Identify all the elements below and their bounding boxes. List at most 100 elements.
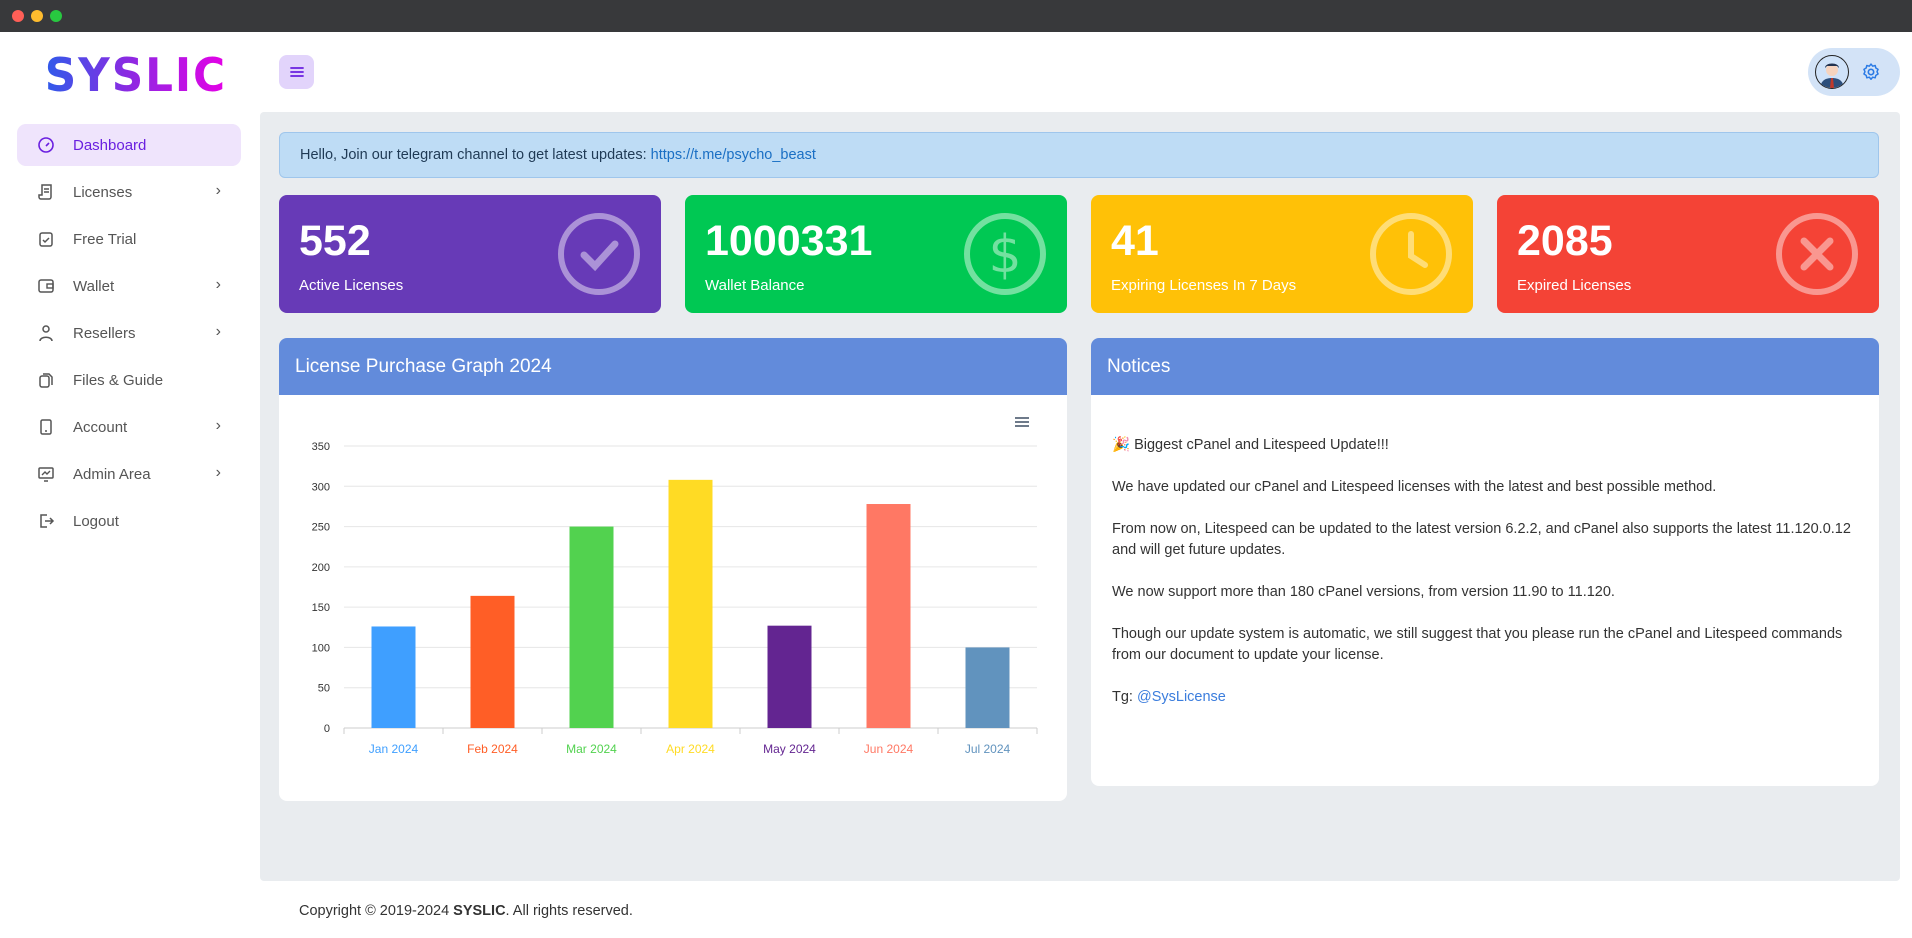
bar-may-2024[interactable] (767, 625, 812, 728)
avatar[interactable] (1815, 55, 1849, 89)
x-circle-icon (1776, 213, 1858, 295)
chevron-right-icon: › (215, 182, 221, 199)
sidebar-item-label: Files & Guide (73, 371, 164, 389)
footer-brand: SYSLIC (453, 903, 506, 919)
y-tick-label: 200 (312, 562, 330, 574)
clipboard-check-icon (37, 230, 55, 248)
sidebar-item-files-guide[interactable]: Files & Guide (17, 359, 241, 401)
maximize-window-button[interactable] (50, 10, 62, 22)
notice-paragraph: Though our update system is automatic, w… (1112, 626, 1843, 663)
minimize-window-button[interactable] (31, 10, 43, 22)
stat-label: Expired Licenses (1517, 277, 1632, 294)
logo[interactable]: SYSLIC (44, 48, 227, 102)
sidebar-item-admin-area[interactable]: Admin Area › (17, 453, 241, 495)
stat-card-wallet-balance[interactable]: 1000331 Wallet Balance $ (685, 195, 1067, 313)
sidebar-item-label: Resellers (73, 324, 136, 342)
x-tick-label: Feb 2024 (467, 742, 518, 756)
bar-feb-2024[interactable] (470, 595, 515, 728)
x-tick-label: Mar 2024 (566, 742, 617, 756)
notices-title: Notices (1091, 338, 1879, 395)
stat-value: 1000331 (705, 217, 873, 265)
telegram-alert: Hello, Join our telegram channel to get … (279, 132, 1879, 178)
sidebar-item-account[interactable]: Account › (17, 406, 241, 448)
scroll-icon (37, 183, 55, 201)
stat-card-expired-licenses[interactable]: 2085 Expired Licenses (1497, 195, 1879, 313)
window-titlebar (0, 0, 1912, 32)
stat-label: Active Licenses (299, 277, 404, 294)
chart-card-title: License Purchase Graph 2024 (279, 338, 1067, 395)
profile-menu[interactable] (1808, 48, 1900, 96)
gear-icon[interactable] (1861, 62, 1881, 82)
stat-label: Expiring Licenses In 7 Days (1111, 277, 1297, 294)
notice-heading: 🎉 Biggest cPanel and Litespeed Update!!! (1112, 437, 1389, 453)
bar-apr-2024[interactable] (668, 479, 713, 728)
notice-paragraph: We have updated our cPanel and Litespeed… (1112, 479, 1717, 495)
files-icon (37, 371, 55, 389)
bar-jan-2024[interactable] (371, 626, 416, 728)
chevron-right-icon: › (215, 464, 221, 481)
sidebar-item-label: Free Trial (73, 230, 137, 248)
alert-text: Hello, Join our telegram channel to get … (300, 147, 651, 163)
y-tick-label: 300 (312, 481, 330, 493)
sidebar-item-dashboard[interactable]: Dashboard (17, 124, 241, 166)
telegram-link[interactable]: https://t.me/psycho_beast (650, 147, 816, 163)
svg-text:$: $ (988, 225, 1021, 285)
sidebar-item-label: Dashboard (73, 136, 147, 154)
y-tick-label: 50 (318, 683, 330, 695)
sidebar-item-licenses[interactable]: Licenses › (17, 171, 241, 213)
footer: Copyright © 2019-2024 SYSLIC. All rights… (299, 903, 633, 919)
sidebar-item-resellers[interactable]: Resellers › (17, 312, 241, 354)
sidebar-item-free-trial[interactable]: Free Trial (17, 218, 241, 260)
bar-jul-2024[interactable] (965, 647, 1010, 728)
tg-label: Tg: (1112, 689, 1137, 705)
tablet-icon (37, 418, 55, 436)
chevron-right-icon: › (215, 323, 221, 340)
chevron-right-icon: › (215, 276, 221, 293)
x-tick-label: Jan 2024 (369, 742, 419, 756)
wallet-icon (37, 277, 55, 295)
stat-value: 41 (1111, 217, 1159, 265)
x-tick-label: Apr 2024 (666, 742, 715, 756)
sidebar-item-logout[interactable]: Logout (17, 500, 241, 542)
x-tick-label: Jun 2024 (864, 742, 914, 756)
notice-paragraph: We now support more than 180 cPanel vers… (1112, 584, 1615, 600)
footer-copyright: Copyright © 2019-2024 (299, 903, 454, 919)
stat-value: 552 (299, 217, 371, 265)
monitor-chart-icon (37, 465, 55, 483)
stat-card-expiring-licenses-in-7-days[interactable]: 41 Expiring Licenses In 7 Days (1091, 195, 1473, 313)
notice-paragraph: From now on, Litespeed can be updated to… (1112, 521, 1851, 558)
sidebar-item-label: Licenses (73, 183, 133, 201)
tg-link[interactable]: @SysLicense (1136, 689, 1226, 705)
sidebar-item-wallet[interactable]: Wallet › (17, 265, 241, 307)
chart-menu-icon[interactable] (1015, 417, 1029, 427)
y-tick-label: 100 (312, 642, 330, 654)
footer-suffix: . All rights reserved. (505, 903, 633, 919)
check-circle-icon (558, 213, 640, 295)
dashboard-icon (37, 136, 55, 154)
sidebar-item-label: Wallet (73, 277, 115, 295)
sidebar-item-label: Logout (73, 512, 119, 530)
stat-label: Wallet Balance (705, 277, 805, 294)
user-icon (37, 324, 55, 342)
hamburger-icon (289, 67, 304, 77)
dollar-circle-icon: $ (964, 213, 1046, 295)
y-tick-label: 250 (312, 522, 330, 534)
stat-value: 2085 (1517, 217, 1613, 265)
bar-mar-2024[interactable] (569, 526, 614, 728)
logout-icon (37, 512, 55, 530)
sidebar-item-label: Admin Area (73, 465, 151, 483)
chevron-right-icon: › (215, 417, 221, 434)
y-tick-label: 350 (312, 441, 330, 453)
clock-icon (1370, 213, 1452, 295)
menu-toggle-button[interactable] (279, 55, 314, 89)
close-window-button[interactable] (12, 10, 24, 22)
x-tick-label: Jul 2024 (965, 742, 1011, 756)
y-tick-label: 150 (312, 602, 330, 614)
bar-chart: 0 50 100 150 200 250 300 350 Jan 2024 Feb 2024 Mar… (312, 417, 1038, 756)
stat-card-active-licenses[interactable]: 552 Active Licenses (279, 195, 661, 313)
bar-jun-2024[interactable] (866, 504, 911, 728)
y-tick-label: 0 (324, 723, 330, 735)
x-tick-label: May 2024 (763, 742, 816, 756)
notices-card: Notices 🎉 Biggest cPanel and Litespeed U… (1091, 338, 1879, 786)
sidebar-item-label: Account (73, 418, 128, 436)
